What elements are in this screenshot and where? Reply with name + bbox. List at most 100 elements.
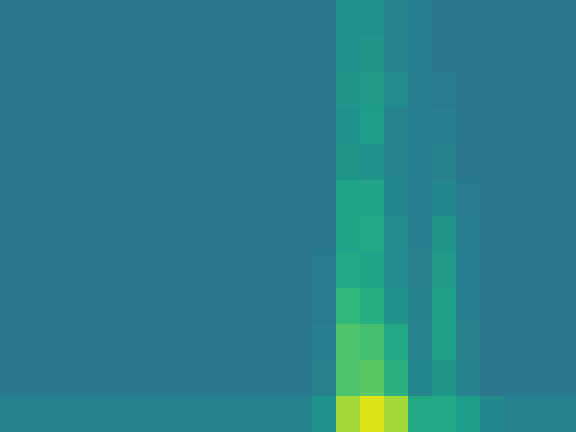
heatmap-cell xyxy=(336,180,361,217)
heatmap-cell xyxy=(264,144,289,181)
heatmap-cell xyxy=(312,252,337,289)
heatmap-cell xyxy=(0,144,25,181)
heatmap-cell xyxy=(480,0,505,37)
heatmap-cell xyxy=(48,216,73,253)
heatmap-cell xyxy=(0,0,25,37)
heatmap-cell xyxy=(504,324,529,361)
heatmap-cell xyxy=(312,288,337,325)
heatmap-cell xyxy=(96,144,121,181)
heatmap-cell xyxy=(312,324,337,361)
heatmap-cell xyxy=(360,288,385,325)
heatmap-cell xyxy=(24,180,49,217)
heatmap-cell xyxy=(432,216,457,253)
heatmap-cell xyxy=(144,108,169,145)
heatmap-cell xyxy=(360,360,385,397)
heatmap-cell xyxy=(384,72,409,109)
heatmap-cell xyxy=(48,0,73,37)
heatmap-cell xyxy=(504,36,529,73)
heatmap-cell xyxy=(336,108,361,145)
heatmap-cell xyxy=(216,324,241,361)
heatmap-cell xyxy=(288,360,313,397)
heatmap-cell xyxy=(312,360,337,397)
heatmap-cell xyxy=(240,216,265,253)
heatmap-cell xyxy=(432,180,457,217)
heatmap-cell xyxy=(120,0,145,37)
heatmap-cell xyxy=(216,180,241,217)
heatmap-cell xyxy=(552,252,576,289)
heatmap-cell xyxy=(264,324,289,361)
heatmap-cell xyxy=(120,108,145,145)
heatmap-cell xyxy=(192,288,217,325)
heatmap-cell xyxy=(144,144,169,181)
heatmap-cell xyxy=(0,36,25,73)
heatmap-cell xyxy=(552,360,576,397)
heatmap-cell xyxy=(120,144,145,181)
heatmap-cell xyxy=(48,36,73,73)
heatmap-cell xyxy=(144,36,169,73)
heatmap-cell xyxy=(384,360,409,397)
heatmap-cell xyxy=(288,252,313,289)
heatmap-cells xyxy=(0,0,576,432)
heatmap-cell xyxy=(312,180,337,217)
heatmap-cell xyxy=(336,252,361,289)
heatmap-cell xyxy=(528,216,553,253)
heatmap-cell xyxy=(504,108,529,145)
heatmap-cell xyxy=(288,396,313,432)
heatmap-cell xyxy=(120,360,145,397)
heatmap-cell xyxy=(192,396,217,432)
heatmap-cell xyxy=(96,180,121,217)
heatmap-cell xyxy=(408,252,433,289)
heatmap-cell xyxy=(0,252,25,289)
heatmap-cell xyxy=(432,0,457,37)
heatmap-cell xyxy=(240,288,265,325)
heatmap-cell xyxy=(72,180,97,217)
heatmap-cell xyxy=(528,0,553,37)
heatmap-cell xyxy=(264,0,289,37)
heatmap-cell xyxy=(504,72,529,109)
heatmap-cell xyxy=(528,360,553,397)
heatmap-cell xyxy=(312,216,337,253)
heatmap-cell xyxy=(24,108,49,145)
heatmap-cell xyxy=(408,396,433,432)
heatmap-cell xyxy=(456,36,481,73)
heatmap-cell xyxy=(336,144,361,181)
heatmap-cell xyxy=(480,324,505,361)
heatmap-cell xyxy=(72,360,97,397)
heatmap-cell xyxy=(144,360,169,397)
heatmap-cell xyxy=(192,252,217,289)
heatmap-cell xyxy=(408,360,433,397)
heatmap-cell xyxy=(72,216,97,253)
heatmap-cell xyxy=(480,216,505,253)
heatmap-cell xyxy=(144,72,169,109)
heatmap-cell xyxy=(552,0,576,37)
heatmap-cell xyxy=(552,108,576,145)
heatmap-cell xyxy=(360,0,385,37)
heatmap-cell xyxy=(120,180,145,217)
heatmap-cell xyxy=(360,144,385,181)
heatmap-cell xyxy=(288,216,313,253)
heatmap-cell xyxy=(432,252,457,289)
heatmap-cell xyxy=(240,72,265,109)
heatmap-cell xyxy=(72,396,97,432)
heatmap-cell xyxy=(528,108,553,145)
heatmap-cell xyxy=(72,288,97,325)
heatmap-cell xyxy=(168,0,193,37)
heatmap-cell xyxy=(384,108,409,145)
heatmap-cell xyxy=(552,36,576,73)
heatmap-cell xyxy=(216,396,241,432)
heatmap-cell xyxy=(456,144,481,181)
heatmap-cell xyxy=(456,396,481,432)
heatmap-cell xyxy=(528,36,553,73)
heatmap-cell xyxy=(528,72,553,109)
heatmap-cell xyxy=(432,72,457,109)
heatmap-cell xyxy=(192,144,217,181)
heatmap-cell xyxy=(552,216,576,253)
heatmap-cell xyxy=(384,36,409,73)
heatmap-cell xyxy=(456,0,481,37)
heatmap-cell xyxy=(72,36,97,73)
heatmap-cell xyxy=(360,108,385,145)
heatmap-cell xyxy=(528,396,553,432)
heatmap-cell xyxy=(552,180,576,217)
heatmap-cell xyxy=(48,108,73,145)
heatmap-cell xyxy=(168,324,193,361)
